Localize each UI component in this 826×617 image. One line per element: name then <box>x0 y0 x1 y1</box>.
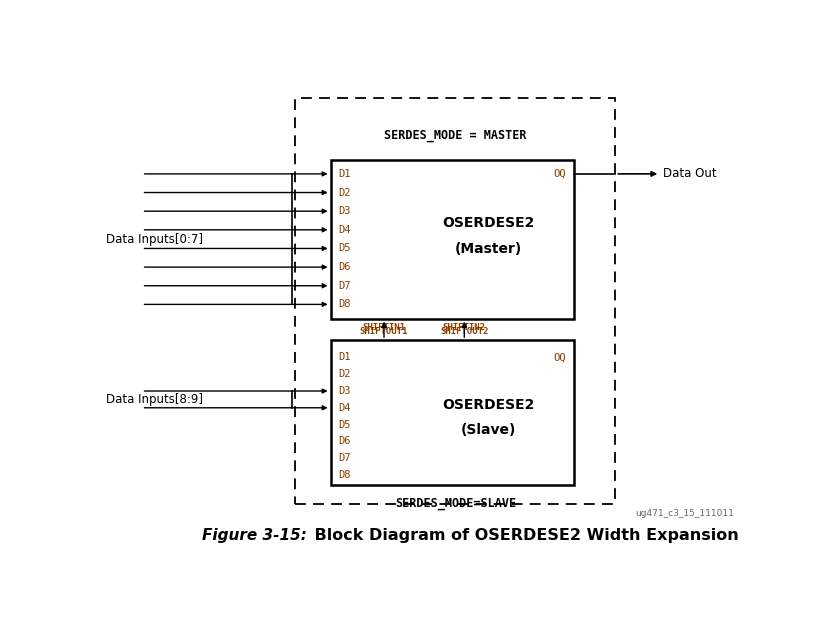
Text: D8: D8 <box>338 470 351 480</box>
Text: SERDES_MODE = MASTER: SERDES_MODE = MASTER <box>384 128 527 141</box>
Text: D4: D4 <box>338 225 351 235</box>
Text: SERDES_MODE=SLAVE: SERDES_MODE=SLAVE <box>395 497 516 510</box>
Text: D6: D6 <box>338 436 351 446</box>
Text: D3: D3 <box>338 206 351 216</box>
Text: (Master): (Master) <box>455 242 522 255</box>
Text: OSERDESE2: OSERDESE2 <box>443 216 534 230</box>
Text: SHIFTOUT1: SHIFTOUT1 <box>360 327 408 336</box>
Text: D1: D1 <box>338 352 351 362</box>
Text: D2: D2 <box>338 188 351 197</box>
Bar <box>330 340 574 485</box>
Text: D1: D1 <box>338 169 351 179</box>
Text: OQ: OQ <box>553 352 566 362</box>
Text: D2: D2 <box>338 369 351 379</box>
Text: D5: D5 <box>338 244 351 254</box>
Text: OQ: OQ <box>553 169 566 179</box>
Text: Data Inputs[0:7]: Data Inputs[0:7] <box>107 233 203 246</box>
Text: D7: D7 <box>338 281 351 291</box>
Text: (Slave): (Slave) <box>461 423 516 437</box>
Text: D6: D6 <box>338 262 351 272</box>
Text: SHIFTOUT2: SHIFTOUT2 <box>440 327 488 336</box>
Text: D4: D4 <box>338 403 351 413</box>
Bar <box>330 160 574 319</box>
Text: D8: D8 <box>338 299 351 309</box>
Text: ug471_c3_15_111011: ug471_c3_15_111011 <box>635 509 733 518</box>
Bar <box>296 97 615 504</box>
Text: Data Out: Data Out <box>663 167 717 180</box>
Text: Block Diagram of OSERDESE2 Width Expansion: Block Diagram of OSERDESE2 Width Expansi… <box>292 528 738 544</box>
Text: D7: D7 <box>338 453 351 463</box>
Text: D3: D3 <box>338 386 351 396</box>
Text: D5: D5 <box>338 420 351 429</box>
Text: Figure 3-15:: Figure 3-15: <box>202 528 307 544</box>
Text: OSERDESE2: OSERDESE2 <box>443 399 534 412</box>
Text: Data Inputs[8:9]: Data Inputs[8:9] <box>107 393 203 406</box>
Text: SHIFTIN2: SHIFTIN2 <box>443 323 486 331</box>
Text: SHIFTIN1: SHIFTIN1 <box>363 323 406 331</box>
